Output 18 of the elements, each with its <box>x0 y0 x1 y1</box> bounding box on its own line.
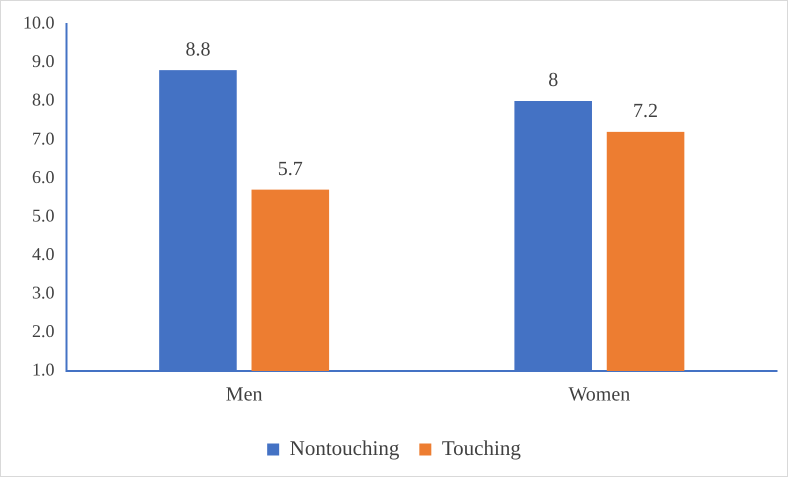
data-label: 5.7 <box>278 158 303 180</box>
y-tick-label: 3.0 <box>32 282 54 303</box>
legend-label: Nontouching <box>290 436 400 460</box>
y-tick-label: 2.0 <box>32 321 54 342</box>
y-tick-label: 4.0 <box>32 244 54 264</box>
y-tick-label: 7.0 <box>32 128 54 148</box>
data-label: 7.2 <box>633 100 658 122</box>
y-tick-label: 5.0 <box>32 205 54 226</box>
data-label: 8 <box>548 69 558 92</box>
y-tick-label: 9.0 <box>32 51 54 72</box>
data-label: 8.8 <box>185 38 210 60</box>
y-tick-label: 1.0 <box>32 360 54 380</box>
x-tick-label: Women <box>568 383 630 406</box>
x-tick-label: Men <box>226 383 262 406</box>
y-tick-label: 10.0 <box>23 12 54 33</box>
y-tick-label: 8.0 <box>32 90 54 110</box>
y-tick-label: 6.0 <box>32 166 54 187</box>
legend-label: Touching <box>442 436 522 460</box>
